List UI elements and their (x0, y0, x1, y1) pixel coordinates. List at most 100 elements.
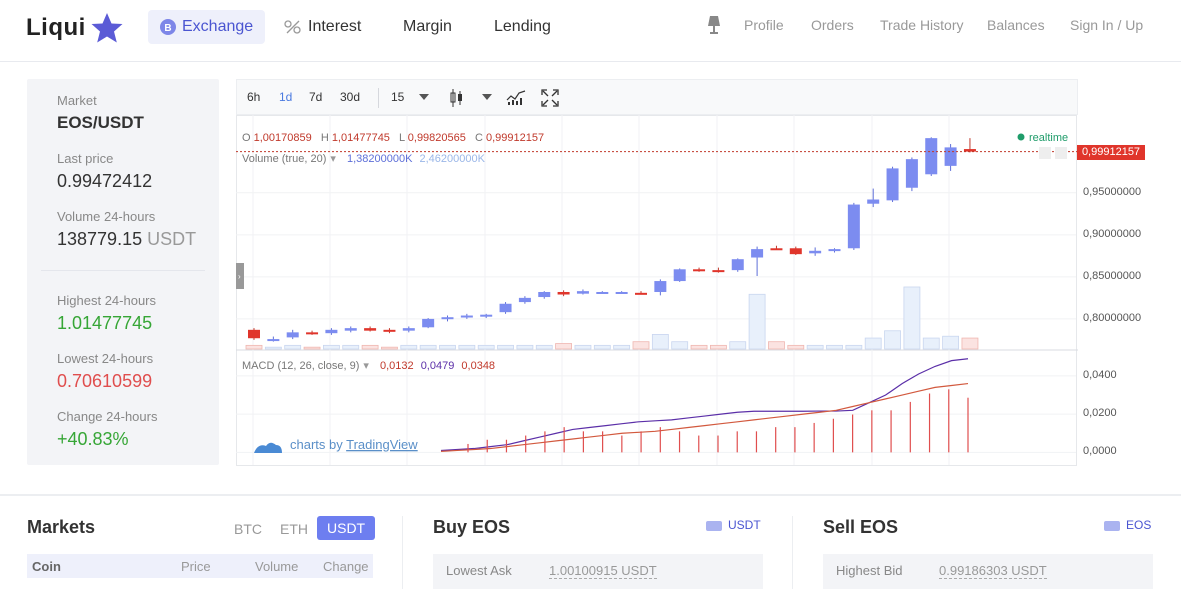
candle[interactable] (809, 250, 822, 254)
chart-type-chevron-icon[interactable] (482, 94, 492, 100)
tab-eth[interactable]: ETH (280, 521, 308, 537)
candle[interactable] (557, 291, 570, 295)
candle[interactable] (441, 317, 454, 320)
nav-margin[interactable]: Margin (391, 10, 464, 44)
volume-bar (806, 344, 824, 350)
market-label: Market (57, 93, 97, 108)
candle[interactable] (789, 248, 802, 255)
candle[interactable] (306, 332, 319, 335)
wallet-icon (1104, 520, 1120, 531)
link-trade-history[interactable]: Trade History (880, 17, 964, 33)
candle[interactable] (499, 303, 512, 313)
fullscreen-icon[interactable] (541, 89, 559, 107)
candle[interactable] (480, 314, 493, 317)
candle[interactable] (422, 318, 435, 328)
signal-line (440, 382, 969, 453)
candle[interactable] (673, 269, 686, 282)
candle[interactable] (383, 329, 396, 332)
nav-interest[interactable]: Interest (272, 10, 373, 44)
candle[interactable] (944, 147, 957, 166)
candle[interactable] (364, 328, 377, 331)
candle[interactable] (867, 199, 880, 204)
candle[interactable] (596, 291, 609, 294)
candle[interactable] (770, 248, 783, 251)
buy-currency[interactable]: USDT (706, 518, 761, 532)
tradingview-chart[interactable]: 6h 1d 7d 30d 15 O 1,00170859 (236, 79, 1078, 467)
scroll-right-icon[interactable] (1055, 147, 1067, 159)
lowest-ask-value[interactable]: 1.00100915 USDT (549, 563, 657, 579)
volume-amount: 138779.15 (57, 229, 143, 249)
candle[interactable] (847, 204, 860, 249)
volume-legend: Volume (true, 20) ▾ 1,38200000K 2,4620000… (242, 153, 486, 165)
range-1d[interactable]: 1d (279, 90, 293, 104)
sell-currency[interactable]: EOS (1104, 518, 1151, 532)
candle[interactable] (751, 249, 764, 258)
interval-select[interactable]: 15 (391, 90, 405, 104)
indicators-icon[interactable] (506, 90, 526, 106)
candle[interactable] (460, 315, 473, 318)
link-profile[interactable]: Profile (744, 17, 784, 33)
tradingview-watermark[interactable]: charts by TradingView (254, 437, 418, 453)
candle[interactable] (635, 292, 647, 295)
candle[interactable] (518, 297, 531, 303)
chart-canvas[interactable]: O 1,00170859 H 1,01477745 L 0,99820565 C… (236, 115, 1078, 467)
col-volume[interactable]: Volume (255, 559, 299, 574)
nav-interest-label: Interest (308, 18, 362, 35)
volume-legend-v1: 1,38200000K (347, 153, 413, 165)
volume-bar (323, 344, 340, 350)
link-orders[interactable]: Orders (811, 17, 854, 33)
watermark-text: charts by TradingView (290, 437, 418, 452)
nav-lending[interactable]: Lending (482, 10, 563, 44)
link-sign-in-up[interactable]: Sign In / Up (1070, 17, 1144, 33)
candles-icon[interactable] (449, 88, 465, 108)
candle[interactable] (248, 329, 260, 339)
volume-legend-v2: 2,46200000K (419, 153, 485, 165)
candle[interactable] (325, 329, 338, 334)
volume-bar (651, 334, 669, 350)
candle[interactable] (886, 168, 899, 201)
col-price[interactable]: Price (181, 559, 211, 574)
candle[interactable] (344, 328, 357, 331)
scroll-left-icon[interactable] (1039, 147, 1051, 159)
candle[interactable] (693, 269, 706, 272)
tab-btc[interactable]: BTC (234, 521, 262, 537)
highest-bid-label: Highest Bid (836, 563, 903, 578)
star-logo-icon[interactable] (90, 11, 124, 45)
candle[interactable] (712, 270, 725, 273)
range-30d[interactable]: 30d (340, 90, 361, 104)
collapse-handle[interactable] (236, 263, 244, 289)
candle[interactable] (654, 281, 667, 292)
candle[interactable] (538, 291, 551, 298)
price-tick-label: 0,80000000 (1083, 311, 1142, 324)
chevron-down-icon[interactable] (419, 94, 429, 100)
candle[interactable] (576, 291, 589, 294)
nav-margin-label: Margin (403, 18, 452, 35)
candle[interactable] (267, 339, 280, 342)
highest-bid-row: Highest Bid 0.99186303 USDT (823, 554, 1153, 589)
highest-bid-value[interactable]: 0.99186303 USDT (939, 563, 1047, 579)
volume-bar (477, 344, 495, 350)
macd-legend: MACD (12, 26, close, 9) ▾ 0,0132 0,0479 0… (242, 360, 495, 372)
lamp-icon[interactable] (706, 15, 722, 35)
candle[interactable] (963, 149, 976, 152)
candle[interactable] (286, 332, 299, 338)
nav-exchange[interactable]: B Exchange (148, 10, 266, 44)
candle[interactable] (925, 138, 938, 175)
range-6h[interactable]: 6h (247, 90, 261, 104)
tab-usdt[interactable]: USDT (317, 516, 376, 540)
candle[interactable] (828, 249, 841, 252)
candle[interactable] (402, 328, 415, 331)
link-balances[interactable]: Balances (987, 17, 1045, 33)
wallet-icon (706, 520, 722, 531)
candle[interactable] (615, 291, 628, 294)
logo-text[interactable]: Liqui (26, 14, 86, 41)
market-info-panel: Market EOS/USDT Last price 0.99472412 Vo… (27, 79, 219, 465)
volume-bar (284, 344, 302, 350)
col-coin[interactable]: Coin (32, 559, 61, 574)
candle[interactable] (731, 259, 744, 271)
section-separator (0, 494, 1181, 496)
candle[interactable] (905, 159, 918, 188)
volume-bar (903, 286, 921, 350)
range-7d[interactable]: 7d (309, 90, 323, 104)
col-change[interactable]: Change (323, 559, 369, 574)
